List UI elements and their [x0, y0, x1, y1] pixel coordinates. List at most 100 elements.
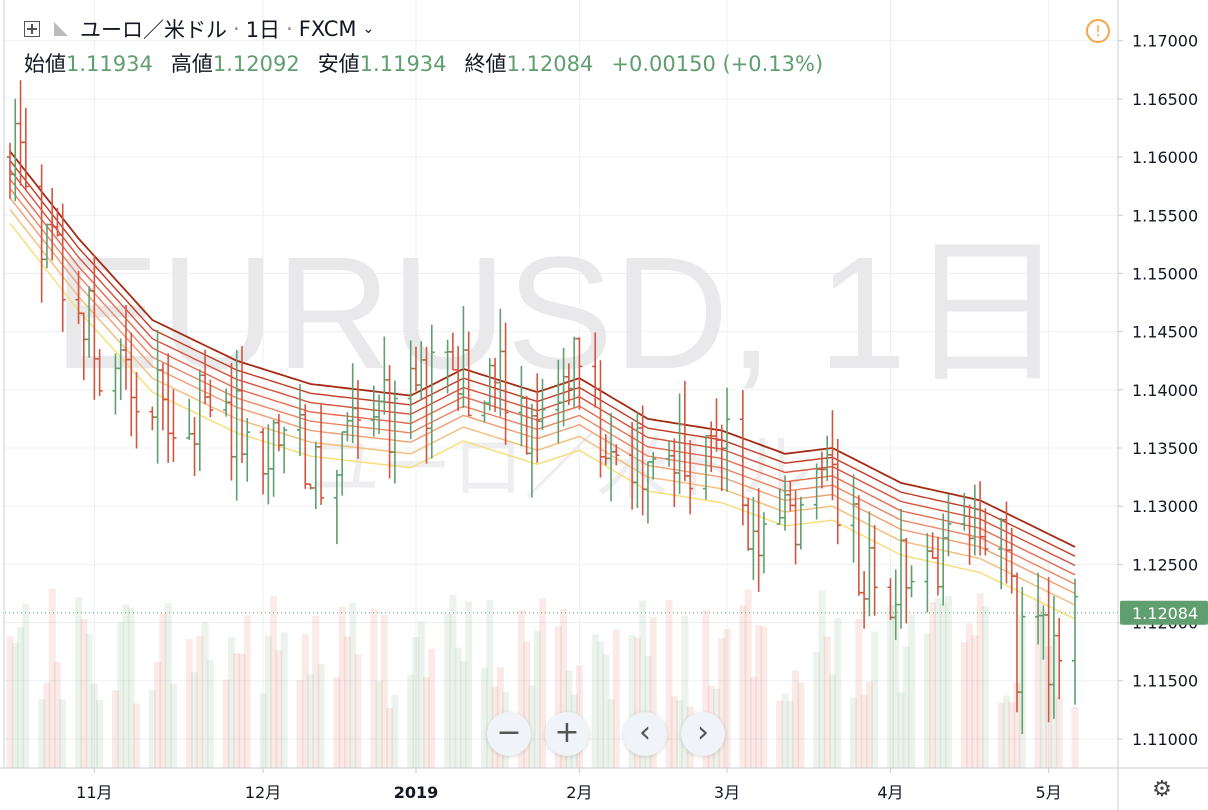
volume-bar — [270, 596, 278, 768]
volume-bar — [649, 617, 657, 768]
volume-bar — [886, 605, 894, 768]
volume-bar — [185, 639, 193, 768]
ohlc-bar — [908, 565, 915, 598]
volume-bar — [59, 699, 67, 768]
volume-bar — [760, 626, 768, 768]
ohlc-bar — [428, 324, 435, 459]
volume-bar — [117, 622, 125, 768]
ohlc-bar — [133, 372, 140, 449]
volume-bar — [280, 632, 288, 768]
ma-line-6 — [9, 197, 1076, 595]
volume-bar — [43, 682, 51, 768]
ohlc-bar — [813, 463, 820, 520]
volume-bar — [154, 662, 162, 768]
watermark-subtitle: ユーロ／米ドル — [308, 425, 812, 509]
volume-bar — [596, 641, 604, 768]
volume-bar — [428, 648, 436, 768]
volume-bar — [233, 653, 241, 768]
zoom-in-button[interactable]: + — [545, 712, 589, 756]
volume-bar — [739, 605, 747, 768]
symbol-name[interactable]: ユーロ／米ドル — [80, 18, 227, 42]
volume-bar — [797, 682, 805, 768]
volume-bar — [38, 699, 46, 768]
volume-bar — [966, 623, 974, 768]
volume-bar — [444, 613, 452, 768]
volume-bar — [897, 692, 905, 768]
ma-line-7 — [9, 209, 1076, 606]
volume-bar — [644, 655, 652, 768]
volume-bar — [786, 700, 794, 768]
volume-bar — [591, 634, 599, 768]
ohlc-bar — [191, 417, 198, 477]
high-value: 1.12092 — [212, 52, 300, 76]
last-price-badge — [1120, 600, 1208, 625]
volume-bar — [681, 616, 689, 768]
volume-bar — [560, 609, 568, 768]
chevron-down-icon[interactable]: ⌄ — [362, 21, 375, 37]
x-tick-label: 5月 — [1036, 783, 1062, 802]
volume-bar — [391, 694, 399, 768]
ohlc-bar — [265, 424, 272, 505]
volume-bar — [380, 615, 388, 768]
volume-bar — [860, 694, 868, 768]
volume-bar — [159, 613, 167, 768]
volume-bar — [375, 681, 383, 768]
close-label: 終値 — [464, 52, 507, 76]
volume-bar — [818, 590, 826, 768]
ohlc-bar — [502, 322, 509, 445]
volume-bar — [53, 661, 61, 768]
ohlc-bar — [760, 512, 767, 574]
volume-bar — [1002, 695, 1010, 768]
scroll-left-button[interactable]: ‹ — [623, 712, 667, 756]
volume-bar — [976, 593, 984, 768]
scroll-right-button[interactable]: › — [681, 712, 725, 756]
exchange-label[interactable]: FXCM — [298, 17, 357, 41]
volume-bar — [90, 683, 98, 768]
volume-bar — [333, 677, 341, 768]
warning-icon[interactable]: ! — [1086, 19, 1110, 43]
volume-bar — [22, 603, 30, 768]
volume-bar — [781, 693, 789, 768]
volume-bar — [201, 621, 209, 768]
zoom-out-button[interactable]: − — [487, 712, 531, 756]
volume-bar — [749, 676, 757, 768]
volume-bar — [238, 653, 246, 768]
ohlc-bar — [391, 380, 398, 484]
volume-bar — [639, 600, 647, 768]
volume-bar — [517, 610, 525, 768]
volume-bar — [813, 651, 821, 768]
volume-histogram — [6, 588, 1079, 768]
volume-bar — [823, 636, 831, 768]
gear-icon[interactable]: ⚙ — [1152, 777, 1172, 802]
volume-bar — [338, 606, 346, 768]
plus-box-icon[interactable] — [24, 21, 40, 37]
volume-bar — [486, 600, 494, 768]
ohlc-bar — [1019, 586, 1026, 735]
ohlc-bar — [149, 406, 156, 431]
volume-bar — [929, 602, 937, 768]
volume-bar — [923, 633, 931, 768]
volume-bar — [259, 693, 267, 768]
volume-bar — [133, 703, 141, 768]
low-value: 1.11934 — [359, 52, 447, 76]
volume-bar — [1071, 706, 1079, 768]
y-tick-label: 1.11500 — [1132, 672, 1198, 691]
volume-bar — [533, 630, 541, 768]
volume-bar — [755, 625, 763, 768]
volume-bar — [612, 629, 620, 768]
volume-bar — [85, 633, 93, 768]
volume-bar — [191, 672, 199, 768]
interval-label[interactable]: 1日 — [245, 18, 281, 42]
volume-bar — [412, 636, 420, 768]
volume-bar — [148, 689, 156, 768]
flag-icon[interactable] — [54, 22, 68, 36]
ohlc-bar — [244, 418, 251, 482]
volume-bar — [902, 646, 910, 768]
x-tick-label: 3月 — [714, 783, 740, 802]
volume-bar — [312, 616, 320, 768]
volume-bar — [607, 699, 615, 768]
open-label: 始値 — [24, 52, 66, 76]
volume-bar — [865, 681, 873, 768]
